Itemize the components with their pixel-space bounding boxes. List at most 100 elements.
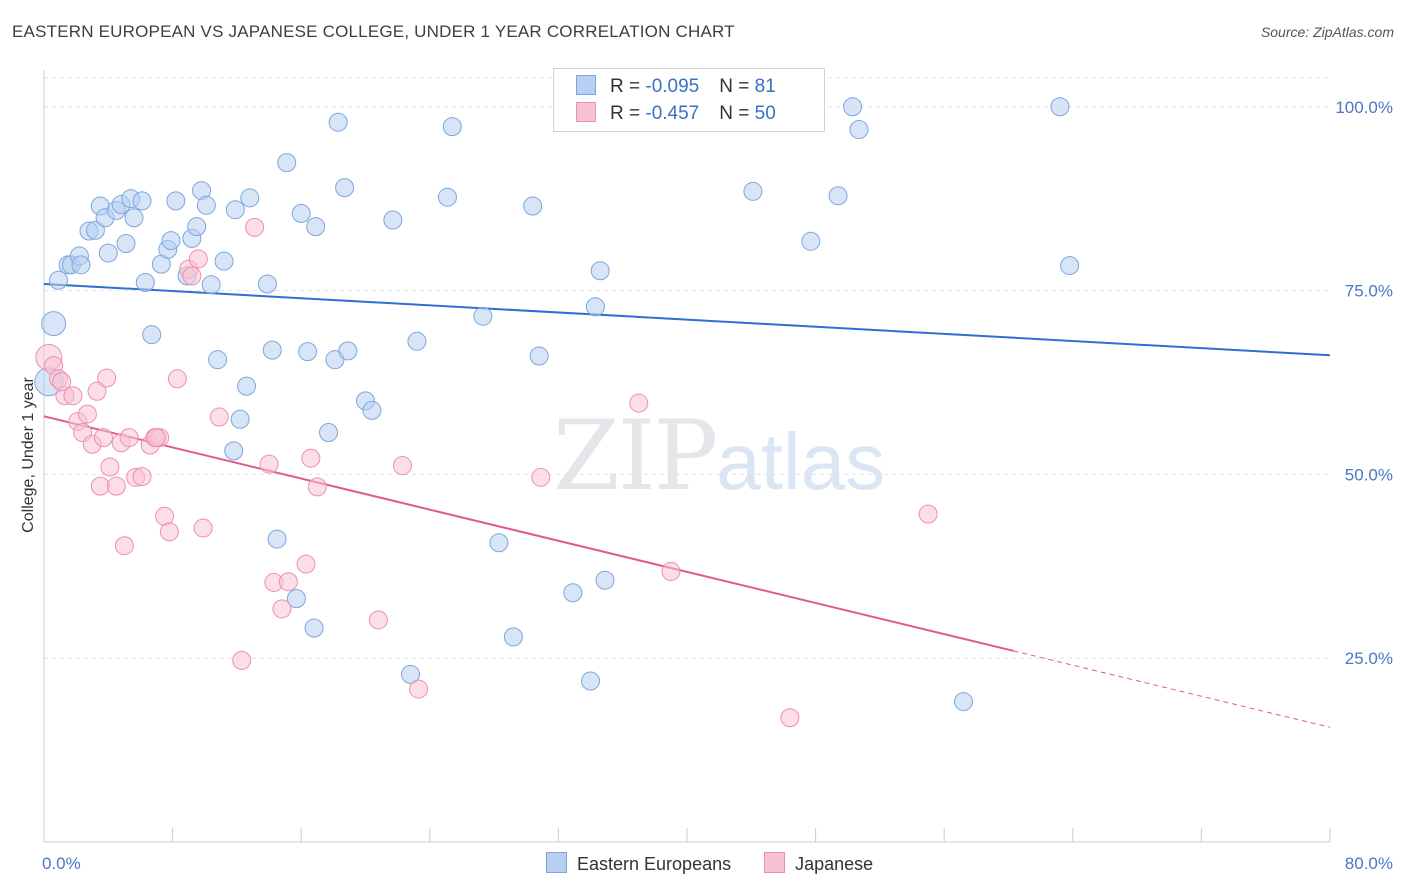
point-japanese (106, 476, 126, 496)
trend-line-japanese (43, 415, 1014, 652)
point-eastern-european (98, 243, 118, 263)
point-eastern-european (237, 376, 257, 396)
point-japanese (301, 448, 321, 468)
point-eastern-european (590, 261, 610, 281)
trend-lines (43, 282, 1331, 728)
point-japanese (159, 522, 179, 542)
point-eastern-european (135, 272, 155, 292)
point-japanese (147, 428, 167, 448)
legend-r-value: -0.095 (645, 76, 700, 97)
point-japanese (87, 381, 107, 401)
point-eastern-european (362, 400, 382, 420)
legend-r-value: -0.457 (645, 103, 700, 124)
point-eastern-european (383, 210, 403, 230)
point-eastern-european (1060, 256, 1080, 276)
point-eastern-european (224, 441, 244, 461)
point-eastern-european (286, 589, 306, 609)
point-eastern-european (401, 664, 421, 684)
point-eastern-european (953, 692, 973, 712)
trend-line-extension (1013, 650, 1331, 728)
point-eastern-european (1050, 97, 1070, 117)
point-eastern-european (843, 97, 863, 117)
point-eastern-european (187, 217, 207, 237)
point-japanese (90, 476, 110, 496)
point-eastern-european (142, 325, 162, 345)
point-eastern-european (298, 342, 318, 362)
watermark-zip: ZIP (553, 400, 718, 512)
tick-labels: 25.0% 50.0% 75.0% 100.0% 0.0% 80.0% (42, 98, 1393, 873)
point-eastern-european (306, 217, 326, 237)
point-japanese (188, 249, 208, 269)
point-eastern-european (585, 297, 605, 317)
point-japanese (63, 386, 83, 406)
point-eastern-european (48, 270, 68, 290)
watermark-atlas: atlas (716, 417, 886, 506)
legend-r-label: R = (610, 76, 646, 97)
legend-row-eastern-europeans: R = -0.095 N = 81 (576, 75, 776, 99)
point-eastern-european (335, 178, 355, 198)
point-japanese (182, 266, 202, 286)
y-tick-label: 25.0% (1345, 649, 1393, 668)
point-japanese (531, 467, 551, 487)
point-eastern-european (71, 255, 91, 275)
point-japanese (77, 404, 97, 424)
point-eastern-european (196, 195, 216, 215)
legend-n-value: 50 (754, 103, 776, 124)
y-axis-title: College, Under 1 year (20, 377, 37, 533)
point-eastern-european (581, 671, 601, 691)
point-eastern-european (529, 346, 549, 366)
point-eastern-european (849, 120, 869, 140)
y-tick-label: 50.0% (1345, 465, 1393, 484)
point-eastern-european (132, 191, 152, 211)
point-eastern-european (201, 275, 221, 295)
legend-swatch-blue (576, 75, 596, 95)
point-eastern-european (563, 583, 583, 603)
point-japanese (272, 599, 292, 619)
point-eastern-european (85, 220, 105, 240)
y-tick-label: 75.0% (1345, 282, 1393, 301)
point-eastern-european (166, 191, 186, 211)
point-eastern-european (208, 350, 228, 370)
point-eastern-european (442, 117, 462, 137)
point-japanese (307, 477, 327, 497)
x-tick-label: 80.0% (1345, 854, 1393, 873)
trend-line-eastern-europeans (43, 282, 1331, 357)
point-eastern-european (801, 231, 821, 251)
point-japanese (368, 610, 388, 630)
point-eastern-european (437, 187, 457, 207)
x-tick-label: 0.0% (42, 854, 81, 873)
point-japanese (661, 561, 681, 581)
watermark: ZIPatlas (553, 400, 885, 512)
legend-n-label: N = (719, 76, 755, 97)
point-japanese (780, 708, 800, 728)
point-eastern-european (225, 200, 245, 220)
point-japanese (119, 428, 139, 448)
legend-item-japanese: Japanese (764, 852, 873, 875)
source-label: Source: ZipAtlas.com (1260, 24, 1394, 40)
legend-series-name: Eastern Europeans (577, 854, 732, 874)
point-eastern-european (503, 627, 523, 647)
point-japanese (100, 457, 120, 477)
point-japanese (132, 467, 152, 487)
point-eastern-european (489, 533, 509, 553)
point-eastern-european (523, 196, 543, 216)
legend-swatch-pink (764, 852, 786, 873)
point-eastern-european (124, 208, 144, 228)
point-japanese (114, 536, 134, 556)
point-eastern-european (277, 153, 297, 173)
point-eastern-european (304, 618, 324, 638)
point-japanese (193, 518, 213, 538)
legend-n-label: N = (719, 103, 755, 124)
legend-item-eastern-europeans: Eastern Europeans (546, 852, 731, 875)
point-eastern-european (743, 181, 763, 201)
series-legend: Eastern Europeans Japanese (546, 852, 901, 875)
point-japanese (629, 393, 649, 413)
point-eastern-european (230, 409, 250, 429)
point-japanese (409, 679, 429, 699)
point-eastern-european (41, 311, 67, 337)
point-eastern-european (262, 340, 282, 360)
point-eastern-european (291, 203, 311, 223)
point-eastern-european (338, 341, 358, 361)
point-eastern-european (116, 234, 136, 254)
